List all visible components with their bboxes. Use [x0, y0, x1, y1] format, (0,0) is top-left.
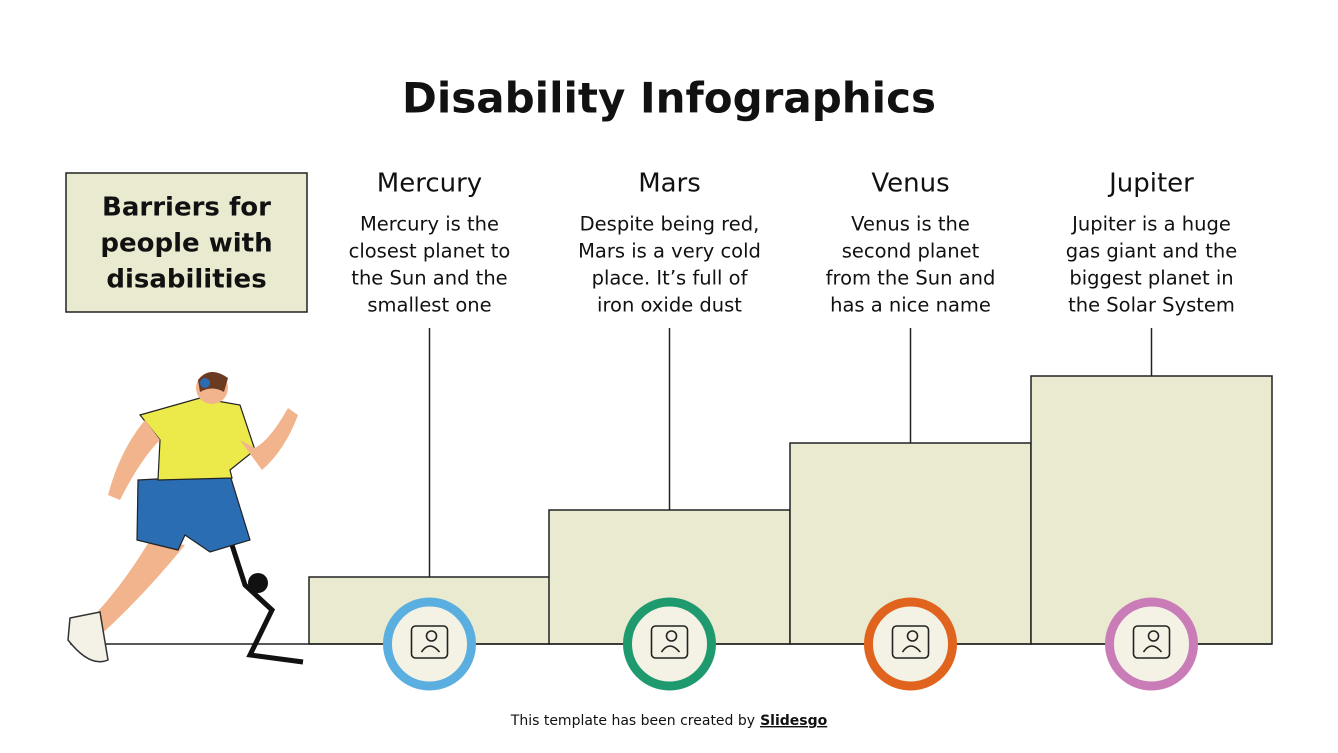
icon-shape: [665, 630, 678, 642]
icon-ring: [1105, 597, 1198, 691]
icon-shape: [660, 645, 681, 653]
footer: This template has been created by Slidesg…: [510, 713, 828, 729]
column-heading: Mercury: [377, 169, 482, 199]
icon-shape: [901, 645, 922, 653]
icon-shape: [1132, 625, 1171, 659]
icon-ring: [383, 597, 476, 691]
column-heading: Jupiter: [1107, 169, 1194, 199]
icon-shape: [650, 625, 689, 659]
icon-shape: [891, 625, 930, 659]
icon: [650, 625, 689, 659]
column-description: Mercury is the: [360, 213, 499, 236]
sidebar-box: [65, 172, 308, 313]
icon: [1132, 625, 1171, 659]
runner-arm: [240, 408, 298, 470]
icon-shape: [1142, 645, 1163, 653]
steps: [308, 328, 1273, 645]
column-description: Venus is the: [851, 213, 970, 236]
column-description: gas giant and the: [1066, 240, 1238, 263]
footer-text: This template has been created by: [510, 713, 755, 729]
icon-shape: [425, 630, 438, 642]
runner-shoe: [67, 611, 109, 663]
icon-shape: [906, 630, 919, 642]
runner-illustration: [67, 371, 304, 665]
runner-prosthetic: [229, 544, 304, 665]
icon-ring: [623, 597, 716, 691]
icon-shape: [1147, 630, 1160, 642]
column-description: smallest one: [367, 294, 491, 317]
icon: [410, 625, 449, 659]
runner-arm: [108, 420, 160, 500]
column-description: closest planet to: [349, 240, 511, 263]
column-description: place. It’s full of: [592, 267, 749, 290]
column-description: second planet: [842, 240, 980, 263]
column-heading: Venus: [871, 169, 949, 199]
column-description: Despite being red,: [580, 213, 760, 236]
icon-shape: [410, 625, 449, 659]
icon-ring: [864, 597, 957, 691]
sidebar-line: disabilities: [106, 265, 266, 295]
column-description: the Sun and the: [351, 267, 507, 290]
column-description: has a nice name: [830, 294, 991, 317]
title: Disability Infographics: [402, 74, 936, 123]
column-heading: Mars: [638, 169, 701, 199]
icon-shape: [420, 645, 441, 653]
sidebar-line: Barriers for: [102, 193, 271, 223]
footer-link[interactable]: Slidesgo: [760, 713, 828, 729]
runner-shorts: [136, 474, 251, 553]
column-description: the Solar System: [1068, 294, 1235, 317]
runner-headphones: [200, 378, 210, 388]
sidebar-line: people with: [100, 229, 272, 259]
runner-leg: [85, 540, 185, 640]
runner-joint: [248, 573, 268, 593]
column-description: Jupiter is a huge: [1070, 213, 1231, 236]
column-description: iron oxide dust: [597, 294, 742, 317]
column-description: from the Sun and: [826, 267, 996, 290]
column-description: Mars is a very cold: [578, 240, 761, 263]
column-description: biggest planet in: [1069, 267, 1233, 290]
icon: [891, 625, 930, 659]
